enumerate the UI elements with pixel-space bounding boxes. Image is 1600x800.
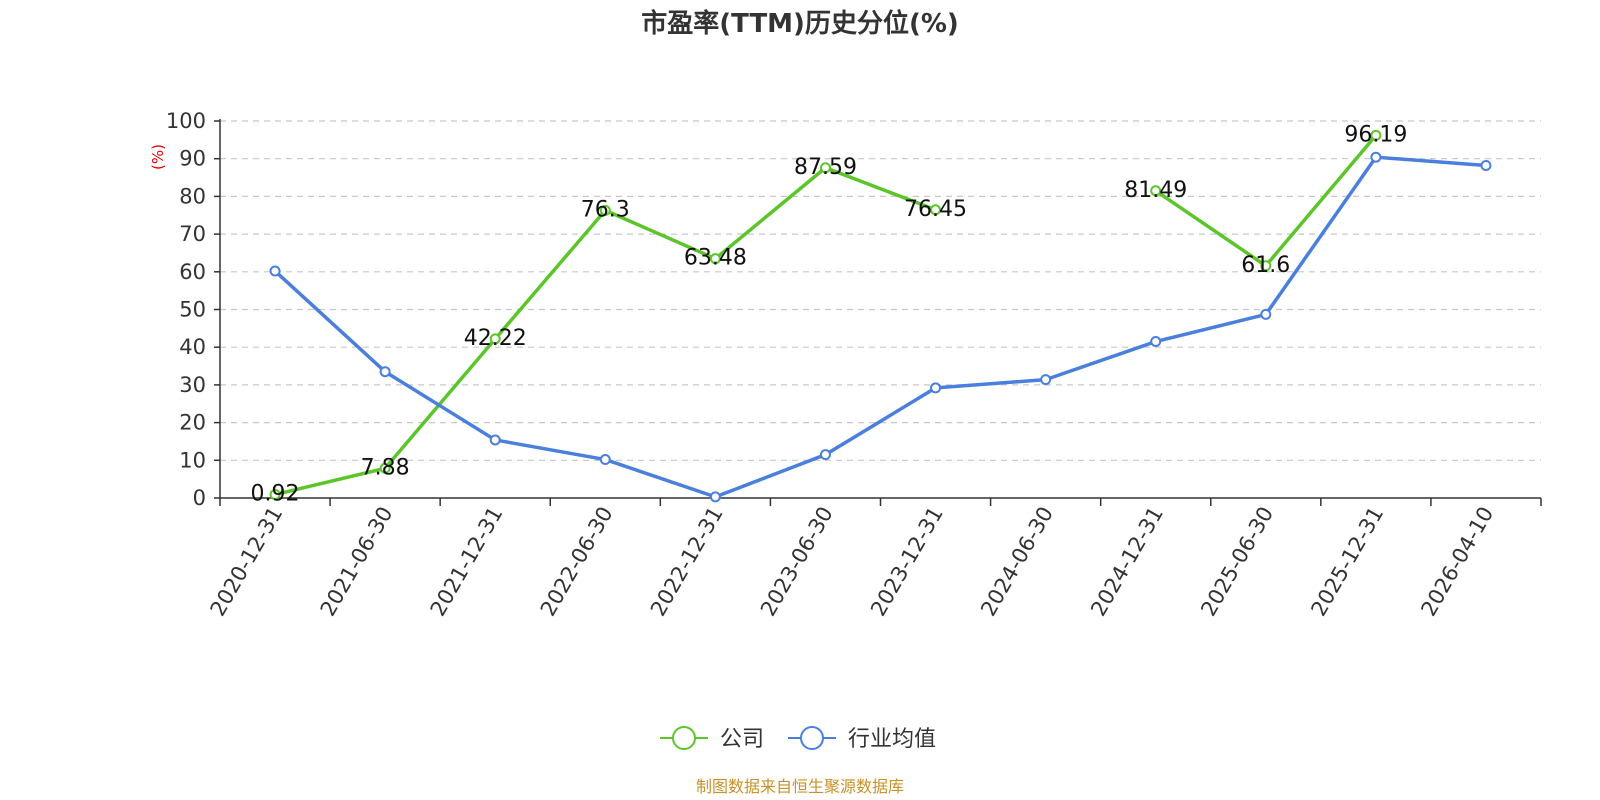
x-tick-label: 2024-12-31 xyxy=(1086,503,1168,621)
data-point xyxy=(1370,151,1382,163)
data-point xyxy=(709,253,721,265)
series-lines xyxy=(269,129,1492,503)
chart-title: 市盈率(TTM)历史分位(%) xyxy=(641,8,959,39)
data-point xyxy=(930,204,942,216)
legend-marker xyxy=(672,726,696,750)
data-point xyxy=(379,366,391,378)
data-point xyxy=(1260,308,1272,320)
x-tick-label: 2026-04-10 xyxy=(1416,503,1498,621)
legend-label: 行业均值 xyxy=(848,727,936,752)
y-tick-labels: 0 10 20 30 40 50 60 70 80 90 100 xyxy=(166,109,206,510)
y-tick-label: 30 xyxy=(179,373,206,397)
x-tick-label: 2022-06-30 xyxy=(536,503,618,621)
data-label: 96.19 xyxy=(1344,122,1407,147)
data-labels: 0.92 7.88 42.22 76.3 63.48 87.59 76.45 81.49 61.… xyxy=(251,122,1408,506)
data-point xyxy=(709,491,721,503)
data-point xyxy=(489,333,501,345)
data-label: 63.48 xyxy=(684,246,747,271)
x-tick-label: 2025-06-30 xyxy=(1196,503,1278,621)
series-line-1 xyxy=(273,155,1487,499)
data-label: 61.6 xyxy=(1241,253,1290,278)
y-tick-label: 50 xyxy=(179,298,206,322)
y-tick-label: 10 xyxy=(179,448,206,472)
data-point xyxy=(1370,129,1382,141)
y-tick-label: 80 xyxy=(179,184,206,208)
legend[interactable]: 公司 行业均值 xyxy=(660,726,936,752)
legend-label: 公司 xyxy=(720,727,764,752)
x-tick-labels: 2020-12-31 2021-06-30 2021-12-31 2022-06-30… xyxy=(206,503,1499,621)
data-point xyxy=(1150,336,1162,348)
x-tick-label: 2023-06-30 xyxy=(756,503,838,621)
y-tick-label: 20 xyxy=(179,411,206,435)
grid-lines xyxy=(220,120,1541,461)
y-tick-label: 90 xyxy=(179,147,206,171)
data-point xyxy=(379,462,391,474)
data-point xyxy=(489,434,501,446)
data-point xyxy=(269,265,281,277)
y-tick-label: 100 xyxy=(166,109,206,133)
y-tick-label: 70 xyxy=(179,222,206,246)
x-tick-label: 2022-12-31 xyxy=(646,503,728,621)
x-tick-label: 2020-12-31 xyxy=(206,503,288,621)
legend-marker xyxy=(800,726,824,750)
data-label: 76.45 xyxy=(904,197,967,222)
legend-item-0[interactable]: 公司 xyxy=(660,726,764,752)
data-point xyxy=(1040,374,1052,386)
data-point xyxy=(1150,185,1162,197)
data-point xyxy=(269,489,281,501)
data-point xyxy=(1260,260,1272,272)
data-point xyxy=(1480,159,1492,171)
x-tick-label: 2021-06-30 xyxy=(316,503,398,621)
x-tick-label: 2025-12-31 xyxy=(1306,503,1388,621)
data-point xyxy=(599,204,611,216)
data-label: 0.92 xyxy=(251,482,300,507)
y-tick-label: 40 xyxy=(179,335,206,359)
legend-item-1[interactable]: 行业均值 xyxy=(788,726,936,752)
y-axis-unit: (%) xyxy=(149,144,167,170)
x-tick-label: 2023-12-31 xyxy=(866,503,948,621)
data-point xyxy=(599,454,611,466)
data-label: 87.59 xyxy=(794,155,857,180)
data-label: 42.22 xyxy=(464,326,527,351)
data-point xyxy=(930,382,942,394)
data-label: 7.88 xyxy=(361,455,410,480)
data-point xyxy=(819,449,831,461)
source-note: 制图数据来自恒生聚源数据库 xyxy=(696,777,904,796)
data-label: 76.3 xyxy=(581,197,630,222)
x-tick-label: 2024-06-30 xyxy=(976,503,1058,621)
y-tick-label: 0 xyxy=(193,486,206,510)
axes xyxy=(214,119,1542,506)
x-tick-label: 2021-12-31 xyxy=(426,503,508,621)
series-line-0 xyxy=(1154,134,1378,268)
data-point xyxy=(819,162,831,174)
data-label: 81.49 xyxy=(1124,178,1187,203)
y-tick-label: 60 xyxy=(179,260,206,284)
